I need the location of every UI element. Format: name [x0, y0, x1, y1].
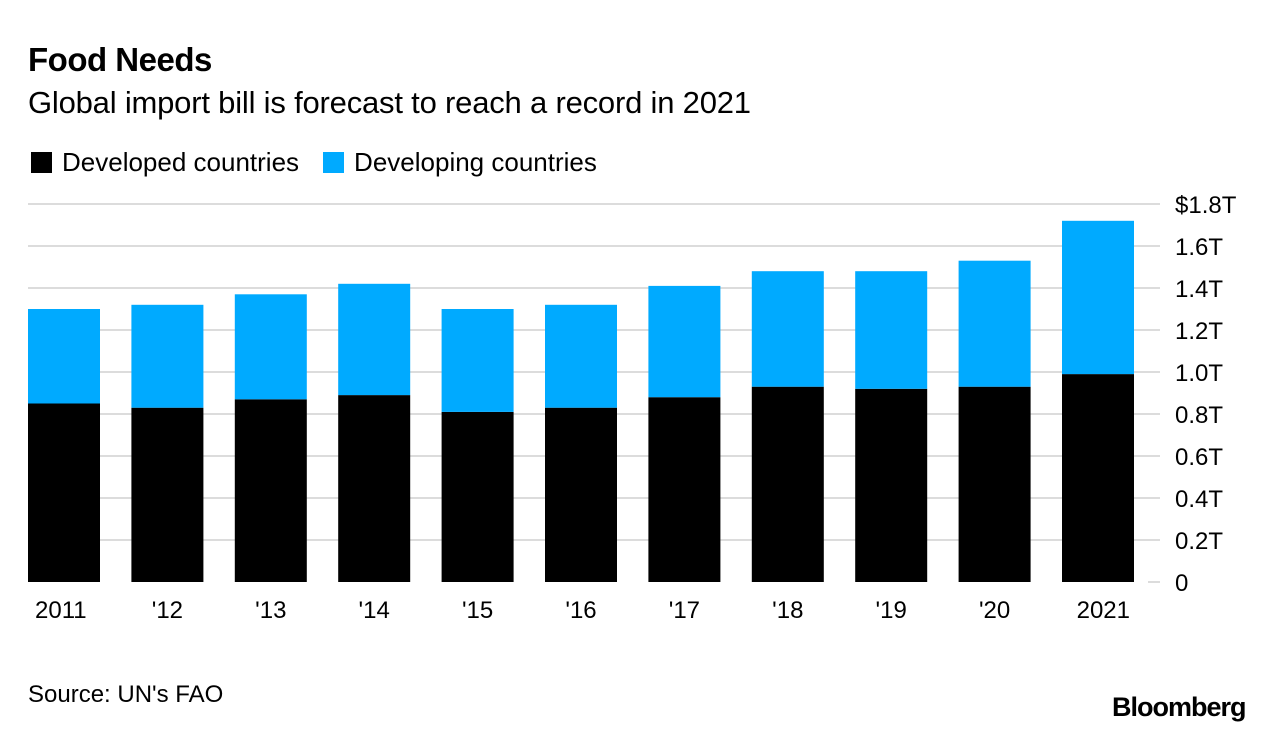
- bar-developing: [545, 304, 617, 408]
- bar-developing: [648, 285, 721, 398]
- y-tick-label: $1.8T: [1175, 192, 1237, 219]
- bar-developing: [441, 309, 514, 412]
- bar-developed: [648, 397, 721, 582]
- x-tick-label: '18: [772, 597, 803, 624]
- y-tick-label: 1.0T: [1175, 360, 1223, 387]
- bar-developing: [751, 271, 824, 387]
- y-tick-label: 1.6T: [1175, 234, 1223, 261]
- y-axis: 0 0.2T 0.4T 0.6T 0.8T 1.0T 1.2T 1.4T 1.6T $1.8T: [1175, 192, 1237, 597]
- x-tick-label: '17: [669, 597, 700, 624]
- bar-developed: [338, 395, 411, 582]
- bar-developing: [958, 260, 1031, 387]
- bar-developed: [751, 386, 824, 582]
- bloomberg-logo: Bloomberg: [1112, 692, 1247, 722]
- bar-developed: [131, 407, 204, 582]
- chart-subtitle: Global import bill is forecast to reach …: [28, 85, 751, 120]
- x-tick-label: '16: [565, 597, 596, 624]
- legend-label-developing: Developing countries: [354, 147, 597, 177]
- y-tick-label: 0.6T: [1175, 444, 1223, 471]
- legend-swatch-developed: [31, 151, 52, 173]
- bar-developed: [958, 386, 1031, 582]
- bar-developing: [338, 283, 411, 396]
- bar-developed: [545, 407, 617, 582]
- bar-developed: [855, 388, 928, 582]
- bar-developing: [1062, 220, 1134, 375]
- x-tick-label: '15: [462, 597, 493, 624]
- x-tick-label: '19: [876, 597, 907, 624]
- bar-developed: [441, 411, 514, 582]
- bar-developing: [855, 271, 928, 389]
- bar-developing: [234, 294, 307, 400]
- y-tick-label: 0.2T: [1175, 528, 1223, 555]
- y-tick-label: 1.2T: [1175, 318, 1223, 345]
- y-tick-label: 0: [1175, 570, 1188, 597]
- legend-label-developed: Developed countries: [62, 147, 300, 177]
- x-axis: 2011 '12 '13 '14 '15 '16 '17 '18 '19 '20 2021: [35, 597, 1130, 624]
- bar-developing: [131, 304, 204, 408]
- legend-swatch-developing: [323, 151, 345, 173]
- bar-developing: [28, 309, 100, 404]
- legend-item-developed: Developed countries: [31, 144, 299, 180]
- chart-title: Food Needs: [28, 41, 212, 78]
- bars: [28, 220, 1134, 582]
- x-tick-label: '12: [152, 597, 183, 624]
- x-tick-label: '20: [979, 597, 1010, 624]
- legend-item-developing: Developing countries: [323, 144, 597, 180]
- y-tick-label: 1.4T: [1175, 276, 1223, 303]
- bar-developed: [28, 403, 100, 582]
- y-tick-label: 0.4T: [1175, 486, 1223, 513]
- bar-developed: [1062, 374, 1134, 582]
- source-note: Source: UN's FAO: [28, 681, 224, 708]
- x-tick-label: 2021: [1077, 597, 1130, 624]
- legend: Developed countries Developing countries: [31, 144, 621, 180]
- y-tick-label: 0.8T: [1175, 402, 1223, 429]
- x-tick-label: '14: [359, 597, 390, 624]
- bar-developed: [234, 399, 307, 582]
- x-tick-label: '13: [255, 597, 286, 624]
- x-tick-label: 2011: [35, 597, 87, 624]
